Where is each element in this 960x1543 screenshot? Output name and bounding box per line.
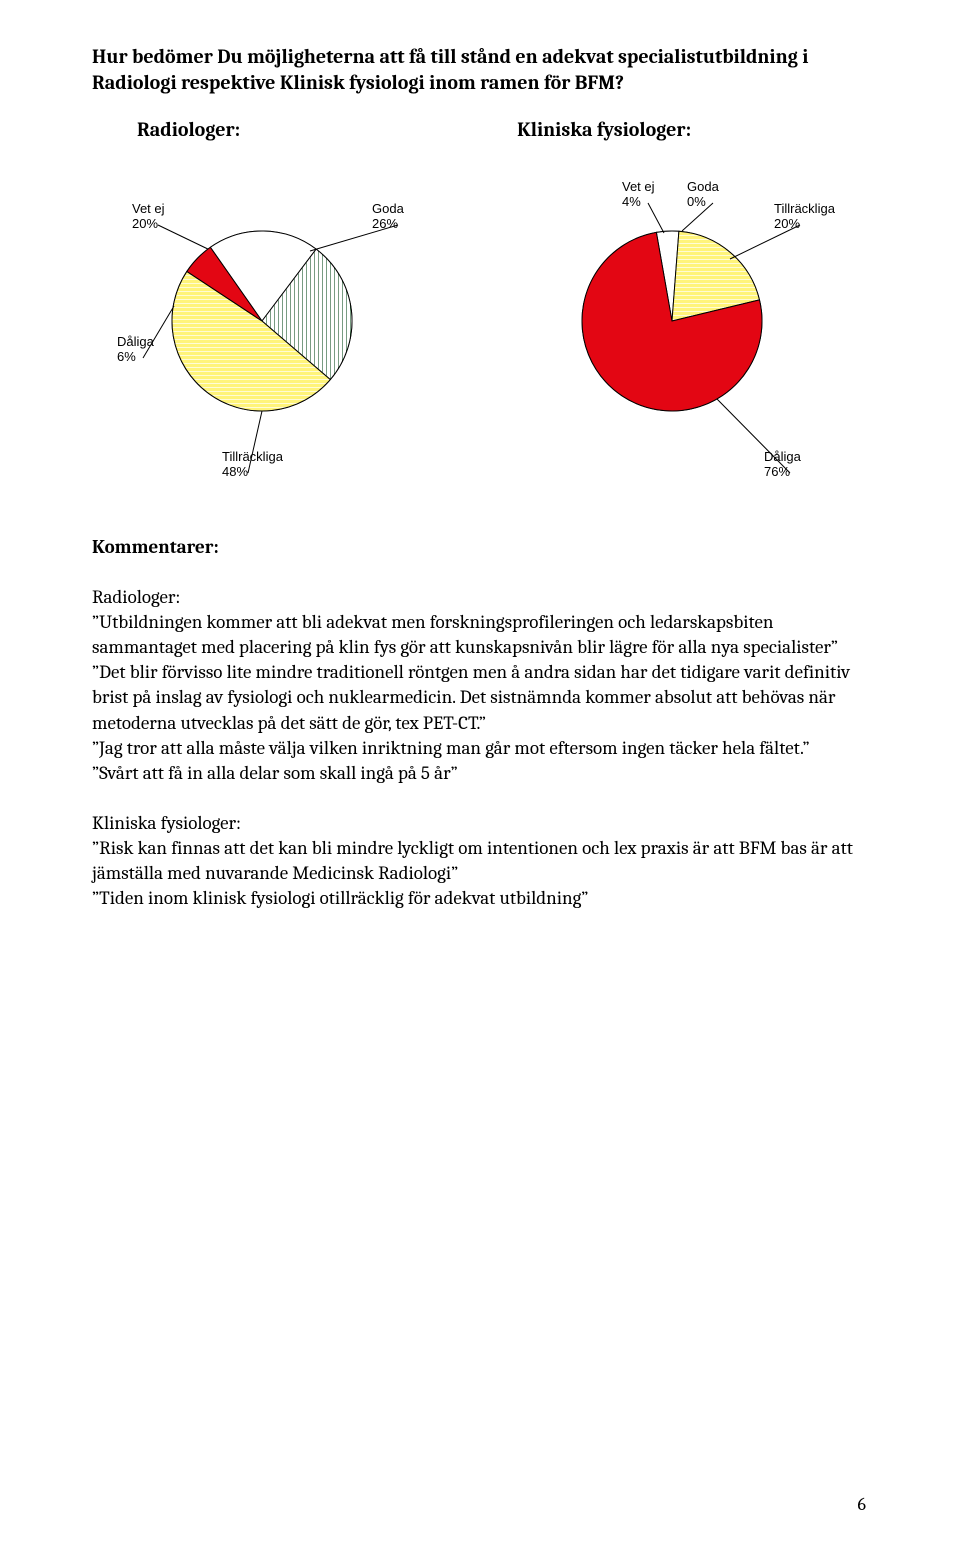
radiologer-quote: ”Svårt att få in alla delar som skall in… xyxy=(92,761,868,786)
kliniska-quote: ”Risk kan finnas att det kan bli mindre … xyxy=(92,836,868,886)
svg-text:76%: 76% xyxy=(764,464,790,479)
page: Hur bedömer Du möjligheterna att få till… xyxy=(0,0,960,1543)
kliniska-subheading: Kliniska fysiologer: xyxy=(92,811,868,836)
radiologer-subheading: Radiologer: xyxy=(92,585,868,610)
svg-text:Tillräckliga: Tillräckliga xyxy=(774,201,836,216)
pie-chart-radiologer: Vet ej20% Goda26% Tillräckliga48% Dåliga6% xyxy=(82,151,452,505)
svg-text:Tillräckliga: Tillräckliga xyxy=(222,449,284,464)
chart-labels-row: Radiologer: Kliniska fysiologer: xyxy=(92,118,868,141)
body-text: Kommentarer: Radiologer: ”Utbildningen k… xyxy=(92,535,868,911)
svg-text:6%: 6% xyxy=(117,349,136,364)
svg-text:4%: 4% xyxy=(622,194,641,209)
svg-text:48%: 48% xyxy=(222,464,248,479)
svg-text:Vet ej: Vet ej xyxy=(132,201,165,216)
kliniska-quote: ”Tiden inom klinisk fysiologi otillräckl… xyxy=(92,886,868,911)
svg-text:20%: 20% xyxy=(774,216,800,231)
pie-chart-kliniska: Vet ej4% Goda0% Tillräckliga20% Dåliga76% xyxy=(492,151,862,505)
svg-text:Dåliga: Dåliga xyxy=(117,334,155,349)
svg-text:20%: 20% xyxy=(132,216,158,231)
radiologer-quote: ”Jag tror att alla måste välja vilken in… xyxy=(92,736,868,761)
svg-text:Goda: Goda xyxy=(687,179,720,194)
svg-text:Vet ej: Vet ej xyxy=(622,179,655,194)
svg-text:0%: 0% xyxy=(687,194,706,209)
chart-label-radiologer: Radiologer: xyxy=(92,118,517,141)
svg-text:Goda: Goda xyxy=(372,201,405,216)
svg-text:26%: 26% xyxy=(372,216,398,231)
chart-label-kliniska: Kliniska fysiologer: xyxy=(517,118,868,141)
page-number: 6 xyxy=(858,1494,866,1515)
radiologer-quote: ”Det blir förvisso lite mindre tradition… xyxy=(92,660,868,735)
svg-text:Dåliga: Dåliga xyxy=(764,449,802,464)
kommentarer-heading: Kommentarer: xyxy=(92,535,868,560)
radiologer-quote: ”Utbildningen kommer att bli adekvat men… xyxy=(92,610,868,660)
page-question-heading: Hur bedömer Du möjligheterna att få till… xyxy=(92,44,868,96)
charts-row: Vet ej20%Goda26%Tillräckliga48%Dåliga6% … xyxy=(92,151,868,505)
